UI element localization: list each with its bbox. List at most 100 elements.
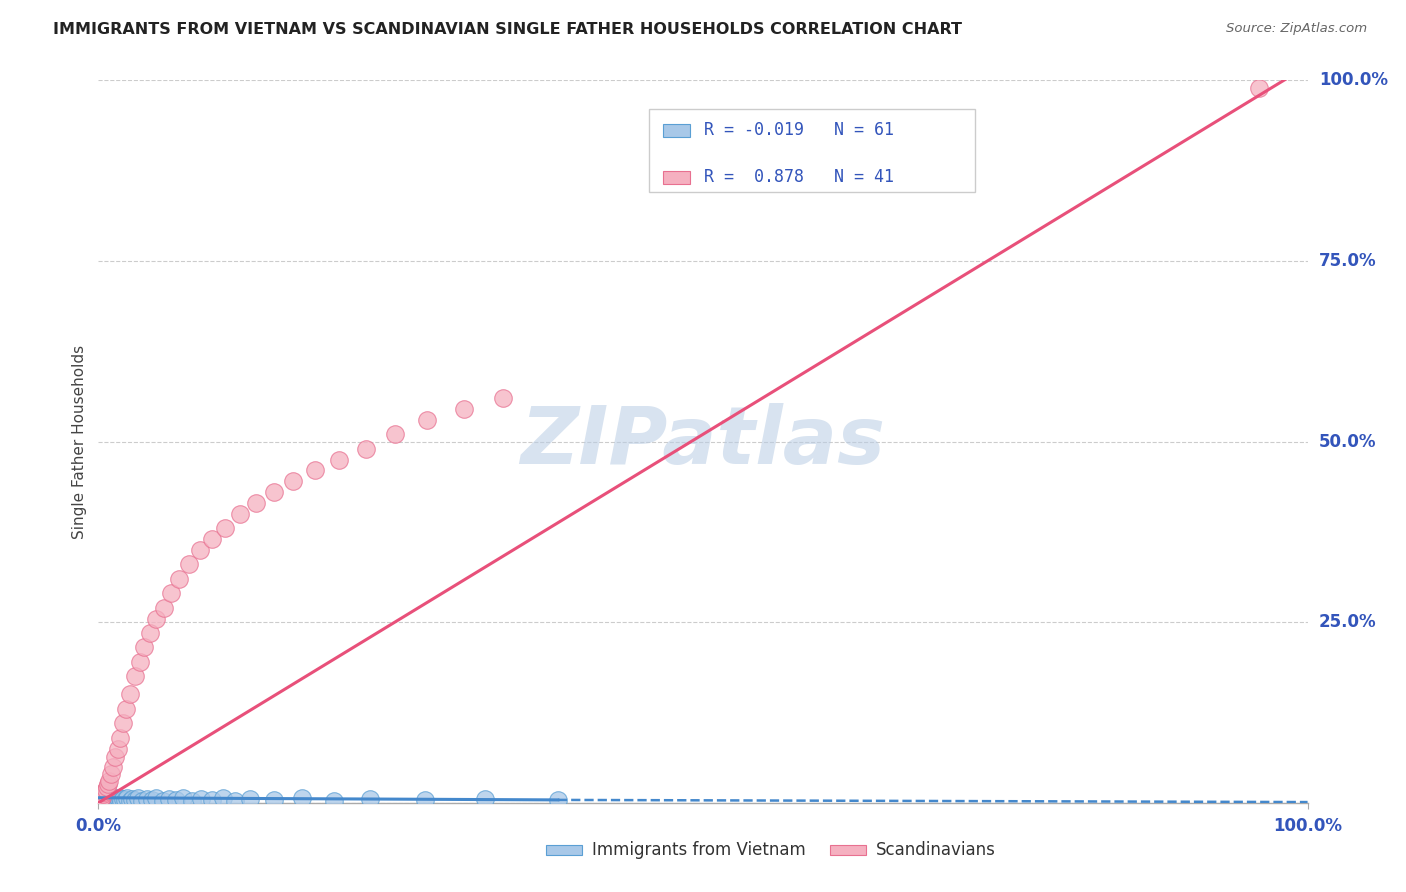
Point bbox=[328, 452, 350, 467]
Point bbox=[118, 687, 141, 701]
Point bbox=[201, 793, 224, 807]
Point bbox=[97, 790, 120, 805]
Text: R = -0.019   N = 61: R = -0.019 N = 61 bbox=[704, 121, 894, 139]
Point bbox=[93, 785, 115, 799]
Text: ZIPatlas: ZIPatlas bbox=[520, 402, 886, 481]
Point bbox=[90, 791, 112, 805]
Point bbox=[135, 792, 157, 806]
Point bbox=[416, 413, 439, 427]
Text: Immigrants from Vietnam: Immigrants from Vietnam bbox=[592, 841, 806, 859]
Text: 50.0%: 50.0% bbox=[1319, 433, 1376, 450]
Point bbox=[160, 586, 183, 600]
Point bbox=[124, 669, 146, 683]
Point bbox=[94, 782, 117, 797]
Text: 75.0%: 75.0% bbox=[1319, 252, 1376, 270]
Point bbox=[100, 793, 122, 807]
Point bbox=[229, 507, 252, 521]
Point bbox=[547, 793, 569, 807]
Point bbox=[93, 790, 115, 805]
Point bbox=[103, 791, 125, 805]
Text: 25.0%: 25.0% bbox=[1319, 613, 1376, 632]
Point bbox=[134, 640, 156, 655]
Point bbox=[1249, 80, 1271, 95]
Point bbox=[96, 794, 118, 808]
Point bbox=[105, 792, 128, 806]
Point bbox=[111, 716, 134, 731]
Point bbox=[117, 791, 139, 805]
Point bbox=[90, 794, 112, 808]
Point bbox=[96, 780, 118, 794]
Point bbox=[91, 790, 114, 805]
Point bbox=[141, 793, 163, 807]
Text: Source: ZipAtlas.com: Source: ZipAtlas.com bbox=[1226, 22, 1367, 36]
Point bbox=[152, 600, 174, 615]
Point bbox=[245, 496, 267, 510]
Point bbox=[179, 558, 201, 572]
Point bbox=[128, 655, 150, 669]
Point bbox=[97, 794, 120, 808]
Point bbox=[139, 626, 162, 640]
Point bbox=[474, 792, 496, 806]
Point bbox=[239, 792, 262, 806]
Point bbox=[145, 611, 167, 625]
Point bbox=[453, 402, 475, 417]
Text: R =  0.878   N = 41: R = 0.878 N = 41 bbox=[704, 168, 894, 186]
Point bbox=[157, 792, 180, 806]
Point bbox=[100, 792, 122, 806]
Point bbox=[224, 794, 246, 808]
Point bbox=[165, 793, 187, 807]
Point bbox=[89, 793, 111, 807]
Point bbox=[190, 792, 212, 806]
Point bbox=[169, 572, 191, 586]
Text: 100.0%: 100.0% bbox=[1319, 71, 1388, 89]
Bar bbox=[546, 846, 582, 855]
Point bbox=[101, 760, 124, 774]
Point bbox=[114, 793, 136, 807]
Point bbox=[94, 794, 117, 808]
Point bbox=[90, 791, 112, 805]
Bar bbox=[664, 171, 690, 184]
Point bbox=[97, 792, 120, 806]
Point bbox=[100, 794, 122, 808]
Point bbox=[91, 792, 114, 806]
Point bbox=[94, 792, 117, 806]
Point bbox=[145, 791, 167, 805]
Point bbox=[107, 790, 129, 805]
Point bbox=[360, 792, 382, 806]
Point bbox=[93, 793, 115, 807]
Point bbox=[212, 791, 235, 805]
Point bbox=[115, 702, 138, 716]
Bar bbox=[664, 124, 690, 136]
Point bbox=[263, 793, 285, 807]
Point bbox=[97, 777, 120, 791]
Point bbox=[124, 793, 146, 807]
Point bbox=[180, 794, 202, 808]
Point bbox=[98, 774, 121, 789]
Point bbox=[111, 792, 134, 806]
Point bbox=[263, 485, 285, 500]
Point bbox=[93, 791, 115, 805]
Point bbox=[100, 790, 122, 805]
Point bbox=[96, 793, 118, 807]
Point bbox=[108, 731, 131, 745]
Point bbox=[121, 792, 143, 806]
Point bbox=[118, 794, 141, 808]
Point bbox=[91, 794, 114, 808]
Text: IMMIGRANTS FROM VIETNAM VS SCANDINAVIAN SINGLE FATHER HOUSEHOLDS CORRELATION CHA: IMMIGRANTS FROM VIETNAM VS SCANDINAVIAN … bbox=[53, 22, 963, 37]
Point bbox=[201, 532, 224, 546]
Point bbox=[413, 793, 436, 807]
Point bbox=[304, 463, 326, 477]
Point bbox=[290, 791, 312, 805]
Point bbox=[354, 442, 377, 456]
Bar bbox=[830, 846, 866, 855]
Point bbox=[108, 793, 131, 807]
Point bbox=[94, 790, 117, 805]
Point bbox=[127, 791, 149, 805]
Text: Scandinavians: Scandinavians bbox=[876, 841, 995, 859]
Point bbox=[384, 427, 406, 442]
Point bbox=[214, 521, 236, 535]
Point bbox=[101, 793, 124, 807]
Point bbox=[91, 787, 114, 801]
Point bbox=[323, 794, 346, 808]
Point bbox=[89, 793, 111, 807]
